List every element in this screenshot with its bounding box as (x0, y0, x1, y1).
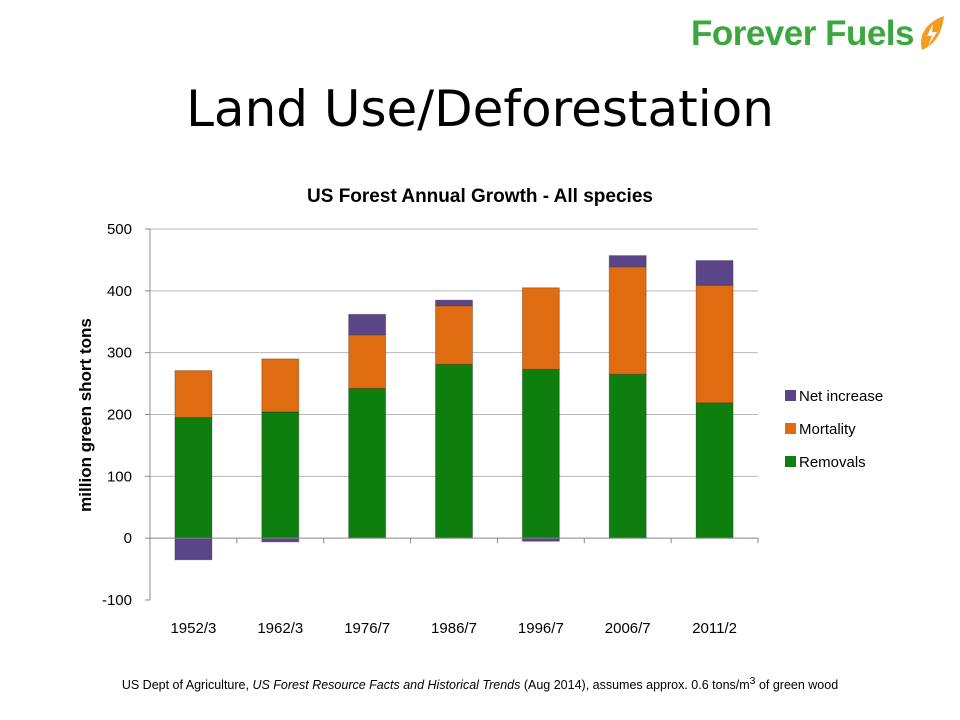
y-axis-label: million green short tons (76, 318, 95, 512)
footnote-prefix: US Dept of Agriculture, (121, 678, 253, 693)
leaf-bolt-icon (920, 16, 944, 50)
bar-segment-mortality (348, 334, 387, 390)
x-tick-label: 1986/7 (431, 620, 477, 637)
y-tick-label: 200 (107, 407, 132, 424)
bar-segment-mortality (608, 266, 647, 375)
x-tick-label: 2011/2 (692, 620, 737, 637)
bar-segment-net-increase (695, 260, 734, 286)
bar-segment-mortality (261, 358, 300, 413)
y-tick-label: 100 (107, 468, 132, 485)
x-tick-label: 2006/7 (605, 620, 651, 637)
bar-segment-net-increase (608, 255, 647, 268)
logo-text: Forever Fuels (690, 14, 915, 53)
y-tick-label: 0 (124, 530, 132, 547)
bar-segment-removals (261, 411, 300, 539)
x-tick-label: 1952/3 (170, 620, 216, 637)
bar-segment-removals (348, 388, 387, 539)
bar-segment-net-increase (174, 537, 213, 561)
footnote-superscript: 3 (749, 676, 756, 687)
bar-segment-mortality (435, 305, 473, 365)
bar-segment-net-increase (435, 299, 473, 307)
footnote-suffix-end: of green wood (755, 678, 839, 693)
slide-title: Land Use/Deforestation (186, 80, 774, 138)
legend-label-mortality: Mortality (799, 421, 856, 438)
bar-segment-net-increase (261, 537, 300, 543)
x-tick-label: 1996/7 (518, 620, 564, 637)
bar-segment-removals (608, 373, 647, 539)
bar-segment-mortality (521, 287, 560, 370)
x-tick-label: 1976/7 (344, 620, 390, 637)
y-tick-label: 300 (107, 345, 132, 362)
forever-fuels-logo: Forever Fuels (691, 14, 946, 54)
footnote-suffix: (Aug 2014), assumes approx. 0.6 tons/m (520, 678, 750, 693)
legend-label-net-increase: Net increase (799, 388, 883, 405)
source-footnote: US Dept of Agriculture, US Forest Resour… (0, 676, 960, 692)
legend-swatch-mortality (785, 423, 796, 434)
y-tick-label: 400 (107, 283, 132, 300)
y-tick-label: -100 (102, 592, 132, 609)
footnote-source-title: US Forest Resource Facts and Historical … (252, 678, 521, 693)
bar-segment-removals (521, 368, 560, 539)
bar-segment-net-increase (348, 313, 387, 336)
bar-segment-removals (174, 417, 213, 539)
y-tick-label: 500 (107, 221, 132, 238)
bar-segment-mortality (695, 284, 734, 404)
x-tick-label: 1962/3 (257, 620, 303, 637)
chart-title: US Forest Annual Growth - All species (307, 186, 653, 207)
bar-segment-removals (695, 402, 734, 539)
legend-swatch-net-increase (785, 390, 796, 401)
legend-swatch-removals (785, 456, 796, 467)
bar-segment-mortality (174, 370, 213, 419)
bar-segment-removals (435, 363, 473, 539)
legend-label-removals: Removals (799, 454, 866, 471)
